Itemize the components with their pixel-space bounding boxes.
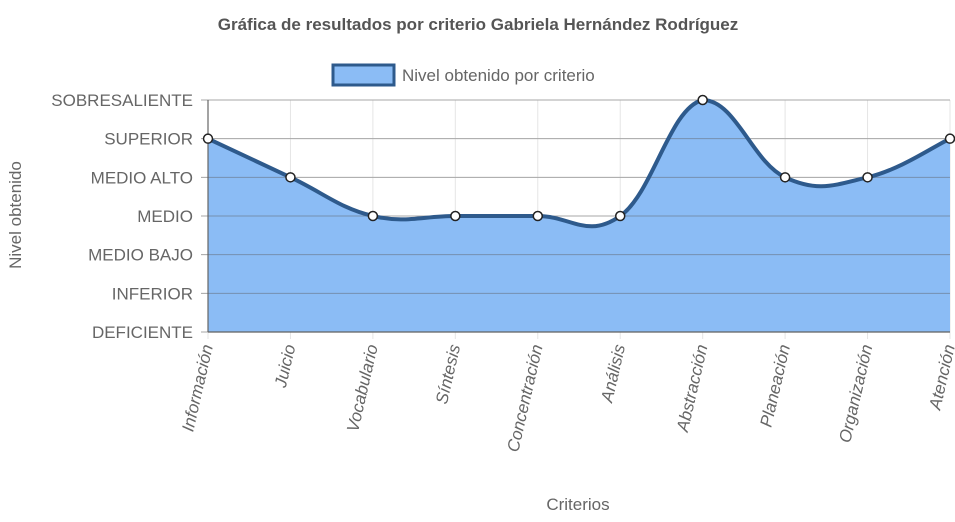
x-tick-label: Atención — [925, 343, 955, 413]
y-tick-labels: DEFICIENTE INFERIOR MEDIO BAJO MEDIO MEDIO A… — [51, 91, 193, 342]
series-area — [208, 100, 950, 332]
data-point[interactable] — [614, 210, 626, 222]
data-point[interactable] — [944, 133, 955, 144]
legend-label: Nivel obtenido por criterio — [402, 66, 595, 85]
data-point[interactable] — [697, 94, 708, 106]
data-point[interactable] — [450, 210, 461, 222]
y-tick-label: DEFICIENTE — [92, 323, 193, 342]
data-point[interactable] — [532, 210, 544, 222]
x-tick-labels: Información Juicio Vocabulario Síntesis Conc… — [178, 342, 955, 454]
x-tick-label: Abstracción — [673, 343, 712, 435]
y-tick-label: INFERIOR — [112, 284, 193, 303]
axes — [201, 99, 950, 333]
data-point[interactable] — [285, 172, 296, 183]
x-tick-label: Información — [178, 343, 216, 434]
data-point[interactable] — [367, 210, 379, 222]
chart-title: Gráfica de resultados por criterio Gabri… — [218, 15, 739, 34]
x-tick-label: Planeación — [757, 343, 794, 429]
y-tick-label: SOBRESALIENTE — [51, 91, 193, 110]
y-tick-label: MEDIO — [137, 207, 193, 226]
data-point[interactable] — [779, 172, 791, 183]
x-tick-label: Análisis — [597, 342, 629, 405]
y-tick-label: MEDIO ALTO — [91, 168, 193, 187]
x-tick-label: Organización — [835, 343, 876, 445]
y-axis-title: Nivel obtenido — [6, 161, 25, 269]
data-point[interactable] — [862, 172, 873, 183]
y-tick-label: SUPERIOR — [104, 130, 193, 149]
y-tick-label: MEDIO BAJO — [88, 246, 193, 265]
x-tick-label: Concentración — [504, 343, 547, 454]
series-line — [207, 97, 951, 229]
x-tick-label: Vocabulario — [343, 343, 382, 434]
data-points[interactable] — [202, 94, 955, 222]
x-tick-label: Síntesis — [432, 342, 464, 406]
data-point[interactable] — [202, 133, 214, 144]
legend[interactable]: Nivel obtenido por criterio — [331, 63, 595, 87]
x-tick-label: Juicio — [271, 343, 300, 391]
x-axis-title: Criterios — [546, 495, 609, 514]
legend-swatch — [331, 63, 396, 87]
